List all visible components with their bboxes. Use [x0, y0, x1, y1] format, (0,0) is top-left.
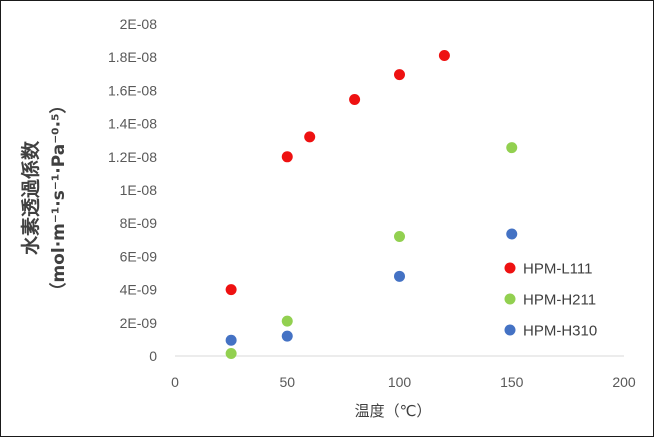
x-axis: 0 50 100 150 200 — [171, 355, 636, 390]
point-hpm-h310 — [281, 330, 293, 342]
y-axis: 0 2E-09 4E-09 6E-09 8E-09 1E-08 1.2E-08 1.4E-08… — [108, 16, 157, 364]
legend-marker — [504, 293, 516, 305]
y-tick-label: 1.4E-08 — [108, 116, 157, 132]
point-hpm-h211 — [281, 315, 293, 327]
y-tick-label: 1E-08 — [120, 182, 158, 198]
legend-label: HPM-H310 — [523, 323, 597, 340]
y-tick-label: 6E-09 — [120, 248, 158, 264]
point-hpm-l111 — [304, 131, 316, 143]
y-tick-label: 4E-09 — [120, 282, 158, 298]
point-hpm-l111 — [438, 50, 450, 62]
x-axis-label: 温度（℃） — [355, 402, 432, 420]
point-hpm-l111 — [225, 284, 237, 296]
x-tick-label: 50 — [279, 374, 295, 390]
y-axis-label: 水素透過係数 — [19, 140, 42, 255]
y-axis-unit-label: （mol·m⁻¹·s⁻¹·Pa⁻⁰·⁵） — [48, 96, 69, 299]
data-points — [225, 50, 518, 360]
x-tick-label: 100 — [388, 374, 412, 390]
legend-label: HPM-L111 — [523, 261, 592, 278]
y-tick-label: 1.8E-08 — [108, 49, 157, 65]
point-hpm-h310 — [225, 334, 237, 346]
point-hpm-l111 — [394, 69, 405, 81]
point-hpm-h310 — [394, 270, 405, 282]
y-tick-label: 1.2E-08 — [108, 149, 157, 165]
y-tick-label: 8E-09 — [120, 215, 158, 231]
y-tick-label: 1.6E-08 — [108, 82, 157, 98]
point-hpm-l111 — [349, 94, 361, 106]
x-tick-label: 150 — [500, 374, 524, 390]
y-tick-label: 2E-09 — [120, 315, 158, 331]
y-tick-label: 0 — [149, 348, 157, 364]
legend-marker — [504, 262, 516, 274]
point-hpm-h211 — [225, 348, 237, 360]
legend: HPM-L111 HPM-H211 HPM-H310 — [504, 261, 597, 340]
point-hpm-l111 — [281, 151, 293, 163]
x-tick-label: 0 — [171, 374, 179, 390]
x-tick-label: 200 — [612, 374, 636, 390]
legend-label: HPM-H211 — [523, 292, 596, 309]
y-tick-label: 2E-08 — [120, 16, 158, 32]
legend-marker — [504, 324, 516, 336]
point-hpm-h310 — [506, 228, 518, 240]
point-hpm-h211 — [506, 142, 518, 154]
point-hpm-h211 — [394, 230, 405, 242]
